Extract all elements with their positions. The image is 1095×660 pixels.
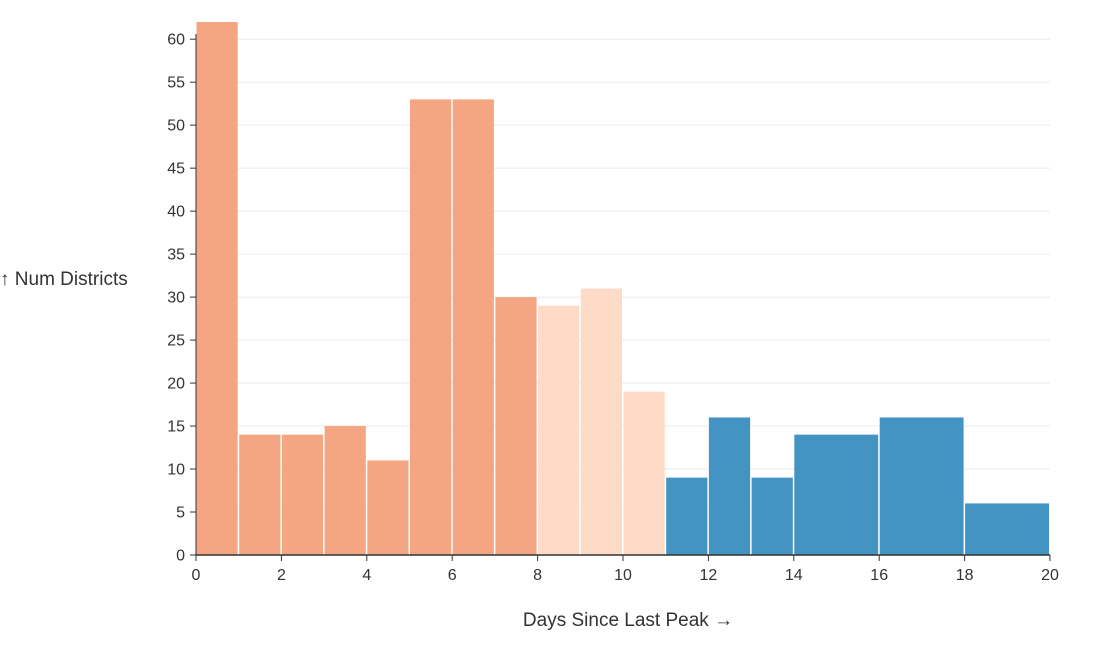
y-tick-label: 45	[167, 161, 185, 178]
x-axis-ticks: 0 2 4 6 8 10 12 14 16 18 20	[192, 555, 1059, 584]
y-tick-label: 30	[167, 290, 185, 307]
histogram-bar	[281, 434, 324, 555]
x-tick-label: 0	[192, 567, 201, 584]
histogram-bar	[410, 99, 452, 555]
x-tick-label: 2	[277, 567, 286, 584]
histogram-bar	[666, 477, 708, 555]
histogram-bar	[239, 434, 281, 555]
histogram-bar	[324, 426, 366, 555]
histogram-bar	[623, 391, 665, 555]
histogram-bar	[580, 288, 622, 555]
y-tick-label: 10	[167, 462, 185, 479]
histogram-bar	[965, 503, 1049, 555]
y-tick-label: 40	[167, 204, 185, 221]
y-tick-label: 55	[167, 75, 185, 92]
histogram-bar	[538, 305, 580, 555]
histogram-bar	[196, 22, 238, 555]
x-tick-label: 14	[785, 567, 803, 584]
y-tick-label: 25	[167, 333, 185, 350]
histogram-bar	[452, 99, 494, 555]
x-tick-label: 20	[1041, 567, 1059, 584]
y-tick-label: 0	[176, 548, 185, 565]
x-tick-label: 18	[956, 567, 974, 584]
histogram-bar	[879, 417, 964, 555]
histogram-bar	[367, 460, 409, 555]
y-tick-label: 5	[176, 505, 185, 522]
histogram-bar	[495, 297, 537, 555]
histogram-bar	[751, 477, 793, 555]
y-axis-ticks: 0 5 10 15 20 25 30 35 40 45 50 55 60	[167, 32, 196, 565]
x-tick-label: 12	[700, 567, 718, 584]
histogram-bar	[794, 434, 879, 555]
x-tick-label: 8	[533, 567, 542, 584]
y-tick-label: 15	[167, 419, 185, 436]
x-tick-label: 10	[614, 567, 632, 584]
y-tick-label: 60	[167, 32, 185, 49]
y-tick-label: 35	[167, 247, 185, 264]
x-tick-label: 4	[362, 567, 371, 584]
x-tick-label: 6	[448, 567, 457, 584]
x-axis-title: Days Since Last Peak →	[523, 610, 733, 631]
x-tick-label: 16	[870, 567, 888, 584]
y-tick-label: 50	[167, 118, 185, 135]
histogram-bar	[708, 417, 751, 555]
bars	[196, 22, 1049, 555]
y-tick-label: 20	[167, 376, 185, 393]
y-axis-title: ↑ Num Districts	[0, 269, 128, 290]
